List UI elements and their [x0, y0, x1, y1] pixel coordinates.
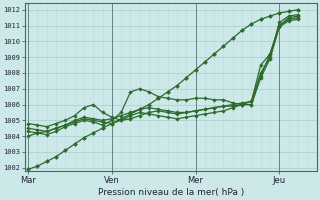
X-axis label: Pression niveau de la mer( hPa ): Pression niveau de la mer( hPa ): [98, 188, 244, 197]
